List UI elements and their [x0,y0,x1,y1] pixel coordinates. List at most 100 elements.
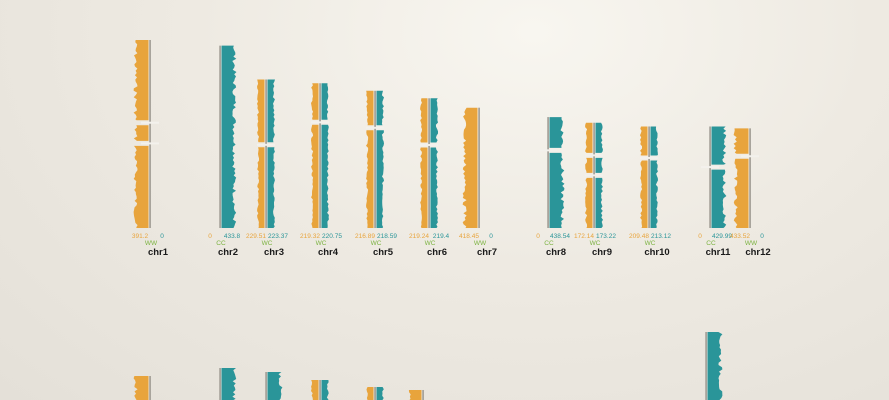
crick-count: 0 [160,233,164,240]
gap-mark [741,155,759,158]
row2-chromosome [133,376,151,400]
chromosome-name: chr2 [218,247,238,258]
strand-state: WC [590,240,601,247]
crick-bar [549,117,564,148]
watson-count: 216.89 [355,233,375,240]
chromosome-chr9 [585,122,603,228]
gap-mark [141,121,159,124]
chromosome-row-1 [133,40,759,229]
chromosome-name: chr10 [644,247,669,258]
gap-mark [420,143,438,146]
ideogram-line [422,390,424,400]
crick-bar [221,368,237,400]
crick-bar [595,122,603,153]
chromosome-chr5 [366,90,384,228]
gap-mark [585,174,603,177]
ideogram-line [265,79,267,228]
watson-bar [311,380,319,400]
watson-bar [133,125,149,141]
row2-chromosome [219,368,237,400]
watson-count: 209.48 [629,233,649,240]
strand-state: WC [371,240,382,247]
crick-bar [595,177,603,228]
ideogram-line [374,387,376,400]
crick-bar [267,372,283,400]
strand-state: WC [425,240,436,247]
crick-count: 213.12 [651,233,671,240]
watson-count: 219.24 [409,233,429,240]
chromosome-name: chr8 [546,247,566,258]
ideogram-line [219,45,221,228]
gap-mark [640,156,658,159]
crick-count: 173.22 [596,233,616,240]
ideogram-line [705,332,707,400]
crick-bar [321,124,329,228]
crick-bar [267,79,275,143]
crick-bar [595,157,603,173]
ideogram-line [428,98,430,228]
row2-chromosome [311,380,329,400]
crick-bar [321,380,329,400]
watson-count: 391.2 [132,233,149,240]
gap-mark [311,121,329,124]
watson-bar [420,147,428,228]
strand-state: WW [145,240,158,247]
gap-mark [539,149,557,152]
watson-count: 433.52 [730,233,750,240]
watson-bar [420,98,428,143]
watson-bar [462,107,478,228]
crick-count: 218.59 [377,233,397,240]
chromosome-chr3 [257,79,275,228]
watson-bar [640,126,648,156]
crick-bar [711,126,727,165]
row2-chromosome [366,387,384,400]
chromosome-chr4 [311,83,329,229]
chromosome-chr10 [640,126,658,228]
watson-bar [257,147,265,228]
watson-bar [733,158,749,228]
crick-bar [707,332,723,400]
ideogram-line [374,90,376,228]
watson-count: 219.32 [300,233,320,240]
crick-bar [376,130,384,228]
ideogram-line [709,126,711,228]
chromosome-chr7 [462,107,480,228]
crick-bar [267,147,275,228]
gap-mark [141,142,159,145]
chromosome-name: chr4 [318,247,339,258]
gap-mark [585,154,603,157]
crick-bar [650,126,658,156]
ideogram-line [749,128,751,228]
crick-count: 220.75 [322,233,342,240]
watson-bar [366,130,374,228]
ideogram-line [219,368,221,400]
ideogram-line [319,380,321,400]
watson-count: 0 [698,233,702,240]
strand-state: WW [474,240,487,247]
chromosome-chr11 [701,126,727,228]
watson-count: 418.45 [459,233,479,240]
crick-bar [430,147,438,228]
ideogram-line [265,372,267,400]
chromosome-name: chr9 [592,247,612,258]
strand-state: CC [544,240,554,247]
chromosome-chr1 [133,40,159,228]
watson-bar [133,40,149,121]
ideogram-line [547,117,549,228]
gap-mark [366,126,384,129]
gap-mark [257,143,275,146]
chromosome-name: chr1 [148,247,169,258]
ideogram-line [319,83,321,229]
row2-chromosome [705,332,723,400]
chromosome-name: chr5 [373,247,394,258]
watson-bar [733,128,749,154]
watson-bar [366,90,374,126]
strand-state: CC [706,240,716,247]
row2-chromosome [408,390,424,400]
watson-bar [133,145,149,228]
watson-bar [257,79,265,143]
row2-chromosome [265,372,283,400]
chromosome-chr12 [733,128,759,228]
ideogram-line [149,376,151,400]
crick-count: 219.4 [433,233,450,240]
